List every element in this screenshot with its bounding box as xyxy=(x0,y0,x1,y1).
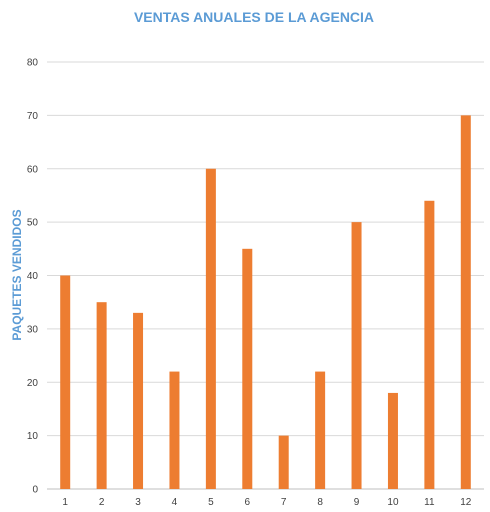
y-tick-label: 60 xyxy=(27,164,39,175)
x-tick-label: 1 xyxy=(62,497,68,508)
y-tick-label: 10 xyxy=(27,431,39,442)
bar xyxy=(424,200,435,489)
x-tick-label: 8 xyxy=(317,497,323,508)
x-tick-label: 11 xyxy=(424,497,435,508)
y-tick-label: 30 xyxy=(27,324,39,335)
y-tick-label: 70 xyxy=(27,111,39,122)
bar xyxy=(60,275,71,489)
x-axis-ticks: 1 2 3 4 5 6 7 8 9 10 11 12 xyxy=(62,497,471,508)
bar xyxy=(315,371,326,489)
y-tick-label: 80 xyxy=(27,58,39,69)
chart-title: VENTAS ANUALES DE LA AGENCIA xyxy=(134,9,374,25)
x-tick-label: 3 xyxy=(135,497,141,508)
y-tick-label: 50 xyxy=(27,218,39,229)
bar xyxy=(96,302,107,489)
gridlines xyxy=(47,61,484,490)
bar xyxy=(242,248,253,489)
x-tick-label: 4 xyxy=(172,497,178,508)
bars xyxy=(60,115,471,489)
y-tick-label: 20 xyxy=(27,378,39,389)
bar xyxy=(133,312,144,489)
bar xyxy=(169,371,180,489)
x-tick-label: 2 xyxy=(99,497,105,508)
bar xyxy=(460,115,471,489)
x-tick-label: 9 xyxy=(354,497,360,508)
x-tick-label: 7 xyxy=(281,497,287,508)
y-axis-ticks: 0 10 20 30 40 50 60 70 80 xyxy=(27,58,39,496)
bar xyxy=(351,222,362,489)
x-tick-label: 10 xyxy=(387,497,399,508)
x-tick-label: 6 xyxy=(245,497,251,508)
bar xyxy=(205,168,216,489)
x-tick-label: 5 xyxy=(208,497,214,508)
bar xyxy=(387,392,398,489)
y-tick-label: 0 xyxy=(32,485,38,496)
y-tick-label: 40 xyxy=(27,271,39,282)
y-axis-label: PAQUETES VENDIDOS xyxy=(10,209,24,340)
x-tick-label: 12 xyxy=(460,497,472,508)
bar xyxy=(278,435,289,489)
